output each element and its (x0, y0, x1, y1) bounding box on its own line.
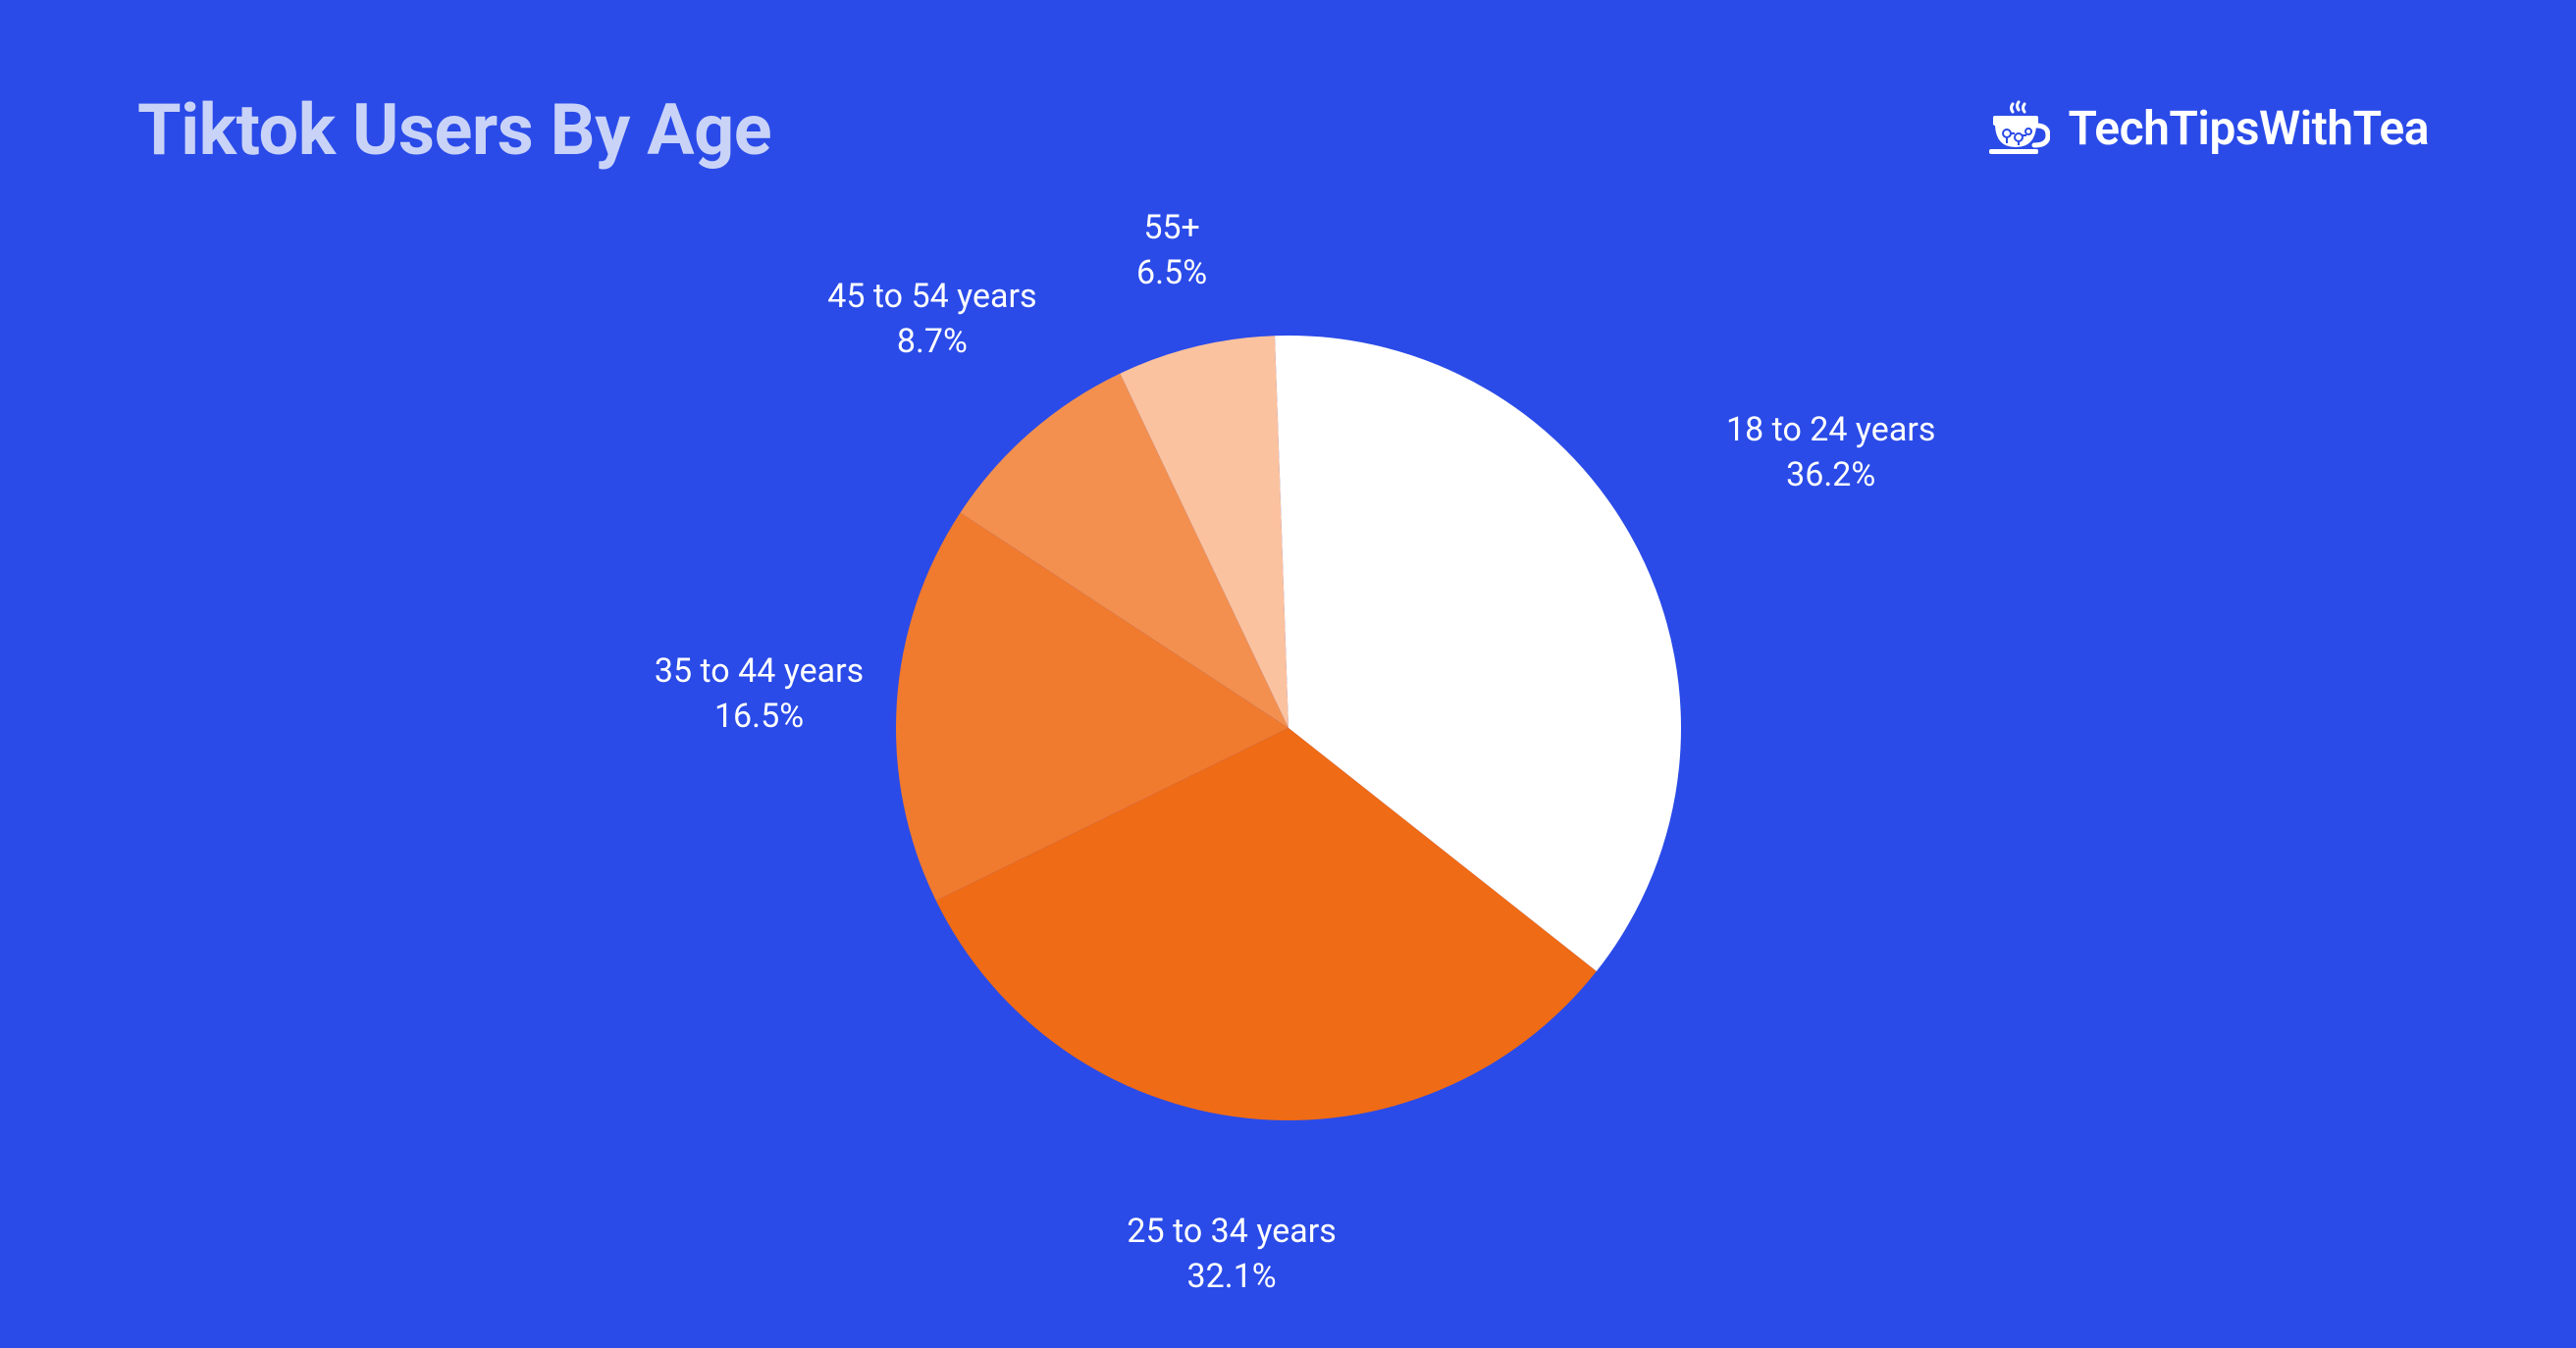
slice-label: 18 to 24 years36.2% (1726, 408, 1935, 498)
slice-label: 55+6.5% (1136, 206, 1207, 296)
slice-label-name: 55+ (1136, 206, 1207, 251)
slice-label-name: 35 to 44 years (655, 649, 864, 695)
slice-label-value: 8.7% (827, 320, 1036, 365)
teacup-icon (1987, 98, 2050, 157)
slice-label: 25 to 34 years32.1% (1127, 1210, 1336, 1300)
slice-label-name: 18 to 24 years (1726, 408, 1935, 453)
infographic-canvas: Tiktok Users By Age (0, 0, 2576, 1348)
chart-title: Tiktok Users By Age (137, 88, 771, 172)
slice-label-value: 32.1% (1127, 1255, 1336, 1300)
slice-label-name: 45 to 54 years (827, 275, 1036, 320)
pie-chart: 18 to 24 years36.2%25 to 34 years32.1%35… (602, 213, 1975, 1243)
brand-name: TechTipsWithTea (2068, 100, 2429, 156)
slice-label-value: 16.5% (655, 695, 864, 740)
slice-label: 45 to 54 years8.7% (827, 275, 1036, 365)
slice-label-name: 25 to 34 years (1127, 1210, 1336, 1255)
slice-label-value: 6.5% (1136, 251, 1207, 296)
brand-block: TechTipsWithTea (1987, 98, 2429, 157)
slice-label-value: 36.2% (1726, 453, 1935, 498)
slice-label: 35 to 44 years16.5% (655, 649, 864, 740)
